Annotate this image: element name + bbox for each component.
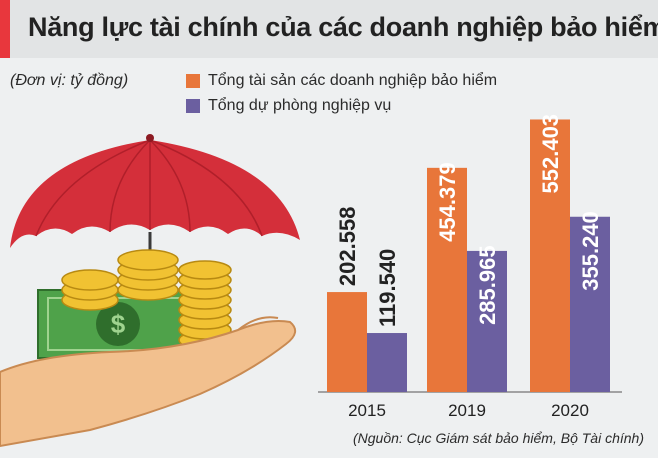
data-label-reserves-2020: 355.240 [578, 211, 603, 291]
data-label-reserves-2019: 285.965 [475, 245, 500, 325]
legend-item-reserves: Tổng dự phòng nghiệp vụ [186, 97, 391, 115]
legend-swatch-reserves [186, 99, 200, 113]
legend-item-assets: Tổng tài sản các doanh nghiệp bảo hiểm [186, 72, 497, 90]
bar-reserves-2015 [367, 333, 407, 392]
x-tick-label-2020: 2020 [551, 401, 589, 420]
data-label-assets-2015: 202.558 [335, 207, 360, 287]
title-bar: Năng lực tài chính của các doanh nghiệp … [0, 0, 658, 58]
bar-assets-2020 [530, 119, 570, 392]
bar-assets-2019 [427, 167, 467, 392]
x-tick-label-2015: 2015 [348, 401, 386, 420]
bar-reserves-2019 [467, 250, 507, 392]
unit-label: (Đơn vị: tỷ đồng) [10, 72, 129, 89]
source-note: (Nguồn: Cục Giám sát bảo hiểm, Bộ Tài ch… [352, 430, 644, 446]
data-label-assets-2020: 552.403 [538, 114, 563, 194]
data-label-reserves-2015: 119.540 [375, 249, 400, 327]
bar-reserves-2020 [570, 216, 610, 392]
x-tick-label-2019: 2019 [448, 401, 486, 420]
legend-swatch-assets [186, 74, 200, 88]
title-accent [0, 0, 10, 58]
legend-label-assets: Tổng tài sản các doanh nghiệp bảo hiểm [208, 72, 498, 89]
legend-label-reserves: Tổng dự phòng nghiệp vụ [208, 97, 392, 114]
bar-assets-2015 [327, 292, 367, 392]
svg-text:$: $ [111, 309, 126, 339]
data-label-assets-2019: 454.379 [435, 162, 460, 242]
page-title: Năng lực tài chính của các doanh nghiệp … [28, 12, 658, 42]
